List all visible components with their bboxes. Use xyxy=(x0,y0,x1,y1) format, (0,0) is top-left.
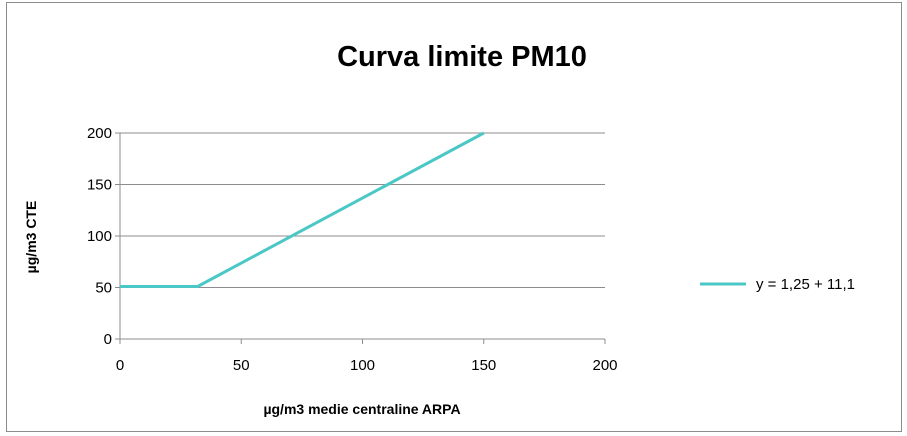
chart-title: Curva limite PM10 xyxy=(337,41,587,73)
x-tick-label: 100 xyxy=(350,357,375,374)
x-tick-label: 150 xyxy=(471,357,496,374)
x-tick-label: 200 xyxy=(592,357,617,374)
y-tick-label: 100 xyxy=(87,228,112,245)
legend: y = 1,25 + 11,1 xyxy=(700,276,855,293)
x-tick-label: 0 xyxy=(116,357,124,374)
series-line xyxy=(120,131,485,288)
grid-lines xyxy=(120,132,605,288)
chart-svg: Curva limite PM10 0 50 100 150 200 0 50 100 150 2… xyxy=(23,41,855,417)
axes xyxy=(115,132,606,344)
x-tick-label: 50 xyxy=(233,357,250,374)
y-tick-label: 200 xyxy=(87,125,112,142)
x-axis-title: µg/m3 medie centraline ARPA xyxy=(263,401,460,417)
y-tick-label: 50 xyxy=(95,280,112,297)
y-axis-title: µg/m3 CTE xyxy=(23,201,39,274)
y-tick-label: 150 xyxy=(87,177,112,194)
legend-label: y = 1,25 + 11,1 xyxy=(756,276,855,293)
series-lines xyxy=(120,131,485,288)
tick-labels: 0 50 100 150 200 0 50 100 150 200 xyxy=(87,125,618,374)
chart-frame: Curva limite PM10 0 50 100 150 200 0 50 100 150 2… xyxy=(6,2,902,432)
y-tick-label: 0 xyxy=(104,331,112,348)
